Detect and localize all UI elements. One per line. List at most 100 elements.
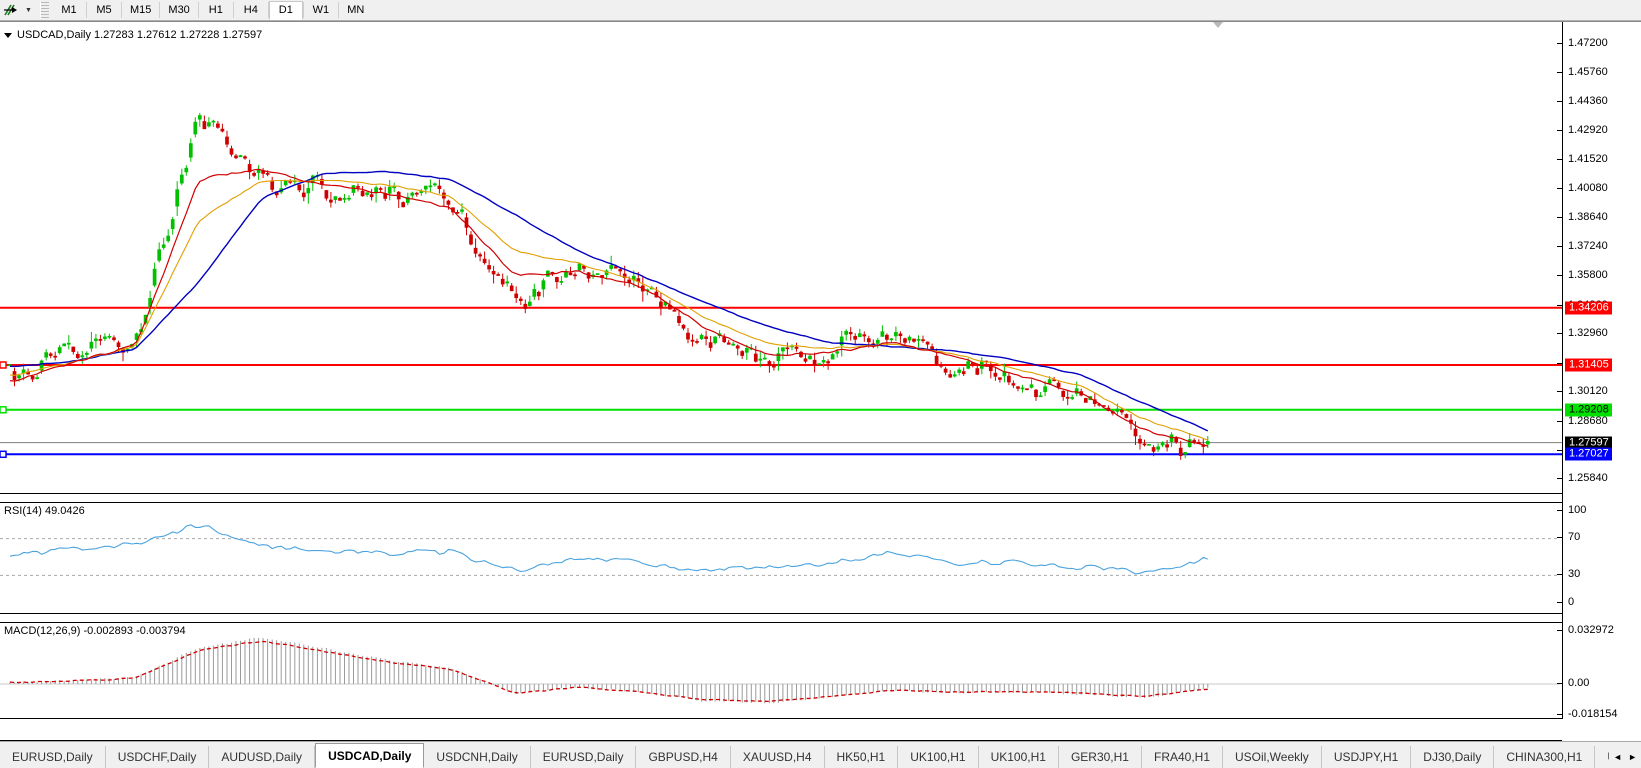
chart-tab-china300h1[interactable]: CHINA300,H1: [1494, 746, 1596, 768]
price-chart-svg: [0, 112, 1562, 460]
price-axis-tick: [1557, 72, 1562, 74]
toolbar-separator: [197, 2, 199, 18]
price-axis-label: 1.38640: [1568, 211, 1608, 224]
rsi-title: RSI(14) 49.0426: [4, 505, 85, 517]
timeframe-button-group: M1 M5 M15 M30 H1 H4 D1 W1 MN: [52, 0, 373, 20]
price-axis-tick: [1557, 217, 1562, 219]
price-axis-tick: [1557, 42, 1562, 44]
chart-header-text: USDCAD,Daily 1.27283 1.27612 1.27228 1.2…: [17, 29, 263, 41]
rsi-axis-label: 0: [1568, 596, 1575, 608]
macd-axis-tick: [1557, 683, 1562, 684]
price-axis-label: 1.47200: [1568, 36, 1608, 49]
chart-tab-usoilweekly[interactable]: USOil,Weekly: [1223, 746, 1322, 768]
macd-pane[interactable]: MACD(12,26,9) -0.002893 -0.003794: [0, 622, 1562, 719]
price-axis-label: 1.35800: [1568, 269, 1608, 282]
chart-tab-fra40h1[interactable]: FRA40,H1: [1141, 746, 1224, 768]
price-axis-label: 1.45760: [1568, 66, 1608, 79]
macd-axis-label: -0.018154: [1568, 708, 1618, 720]
macd-axis-label: 0.032972: [1568, 624, 1614, 636]
chart-tab-audusddaily[interactable]: AUDUSD,Daily: [209, 746, 316, 768]
chart-tab-eurusddaily[interactable]: EURUSD,Daily: [530, 746, 637, 768]
chevron-down-icon[interactable]: ▼: [25, 6, 32, 14]
chart-tab-usdjpyh1[interactable]: USDJPY,H1: [1321, 746, 1412, 768]
price-tag-last-price[interactable]: 1.27597: [1565, 436, 1612, 450]
chart-tab-uk100h1[interactable]: UK100,H1: [978, 746, 1059, 768]
chart-tab-uk100h1[interactable]: UK100,H1: [898, 746, 979, 768]
chart-tab-bar: EURUSD,Daily USDCHF,Daily AUDUSD,Daily USDC…: [0, 741, 1641, 768]
toolbar-separator: [232, 2, 234, 18]
macd-title: MACD(12,26,9) -0.002893 -0.003794: [4, 625, 186, 637]
rsi-axis-tick: [1557, 510, 1562, 511]
price-tag-support-line[interactable]: 1.29208: [1565, 403, 1612, 417]
price-axis-divider: [1562, 22, 1563, 719]
tab-scroll-left-icon[interactable]: ◄: [1613, 752, 1623, 762]
price-axis-label: 1.37240: [1568, 239, 1608, 252]
timeframe-button-mn[interactable]: MN: [347, 4, 365, 16]
toolbar-separator: [121, 2, 122, 18]
price-axis-tick: [1557, 100, 1562, 102]
macd-chart-svg: [0, 637, 1560, 704]
price-axis-tick: [1557, 362, 1562, 364]
rsi-axis-label: 100: [1568, 504, 1587, 516]
chart-tabs-container: EURUSD,Daily USDCHF,Daily AUDUSD,Daily USDC…: [0, 743, 1610, 768]
price-axis-tick: [1557, 304, 1562, 306]
chart-scroll-marker-icon[interactable]: [1213, 22, 1223, 28]
tab-scroll-right-icon[interactable]: ►: [1628, 752, 1637, 762]
toolbar-separator: [267, 2, 269, 18]
toolbar-separator: [159, 2, 161, 18]
rsi-axis-label: 30: [1568, 568, 1581, 580]
toolbar-separator: [86, 2, 87, 18]
rsi-pane[interactable]: RSI(14) 49.0426: [0, 502, 1562, 614]
price-axis-tick: [1557, 391, 1562, 393]
chart-canvas-area[interactable]: USDCAD,Daily 1.27283 1.27612 1.27228 1.2…: [0, 21, 1641, 757]
timeframe-button-m1[interactable]: M1: [61, 4, 77, 16]
price-axis-label: 1.41520: [1568, 152, 1608, 165]
timeframe-toolbar: ▼ M1 M5 M15 M30 H1 H4 D1 W1 MN: [0, 0, 1641, 21]
chart-tab-eurusddaily[interactable]: EURUSD,Daily: [0, 746, 106, 768]
price-axis-tick: [1557, 478, 1562, 480]
chart-tab-ger30h1[interactable]: GER30,H1: [1058, 746, 1142, 768]
macd-axis-tick: [1557, 714, 1562, 715]
price-axis-label: 1.28680: [1568, 414, 1608, 427]
timeframe-button-w1[interactable]: W1: [312, 4, 330, 16]
timeframe-button-m30[interactable]: M30: [168, 4, 190, 16]
timeframe-button-m5[interactable]: M5: [96, 4, 112, 16]
price-axis-tick: [1557, 158, 1562, 160]
macd-axis-tick: [1557, 630, 1562, 631]
chart-tab-usdcaddaily[interactable]: USDCAD,Daily: [315, 743, 425, 768]
price-tag-resistance-line[interactable]: 1.31405: [1565, 358, 1612, 372]
crosshair-pointer-icon[interactable]: [0, 0, 22, 20]
price-tag-target-line[interactable]: 1.27027: [1565, 447, 1612, 461]
chart-tab-usdcnhdaily[interactable]: USDCNH,Daily: [424, 746, 531, 768]
tab-scroll-controls[interactable]: ◄ ►: [1609, 746, 1641, 768]
price-axis-label: 1.25840: [1568, 472, 1608, 485]
price-tag-resistance-line[interactable]: 1.34206: [1565, 301, 1612, 315]
price-axis-label: 1.30120: [1568, 385, 1608, 398]
timeframe-button-h1[interactable]: H1: [208, 4, 223, 16]
timeframe-button-h4[interactable]: H4: [243, 4, 258, 16]
chart-tab-dj30daily[interactable]: DJ30,Daily: [1411, 746, 1495, 768]
timeframe-button-d1[interactable]: D1: [268, 0, 303, 20]
price-axis-label: 1.40080: [1568, 181, 1608, 194]
chart-tab-xauusdh4[interactable]: XAUUSD,H4: [730, 746, 825, 768]
timeframe-button-m15[interactable]: M15: [130, 4, 152, 16]
chart-tab-usoil[interactable]: USOil,: [1595, 746, 1610, 768]
rsi-axis-tick: [1557, 602, 1562, 603]
price-axis-label: 1.42920: [1568, 124, 1608, 136]
chart-tab-hk50h1[interactable]: HK50,H1: [824, 746, 899, 768]
price-pane[interactable]: [0, 28, 1562, 494]
macd-axis-label: 0.00: [1568, 677, 1590, 689]
rsi-axis-tick: [1557, 574, 1562, 575]
chart-symbol-header: USDCAD,Daily 1.27283 1.27612 1.27228 1.2…: [4, 29, 262, 41]
rsi-axis-tick: [1557, 537, 1562, 538]
toolbar-drag-handle[interactable]: [40, 1, 49, 19]
toolbar-separator: [337, 2, 339, 18]
chart-tab-gbpusdh4[interactable]: GBPUSD,H4: [636, 746, 731, 768]
collapse-triangle-icon[interactable]: [4, 32, 12, 38]
price-axis-tick: [1557, 420, 1562, 422]
price-axis-label: 1.44360: [1568, 94, 1608, 107]
rsi-chart-svg: [0, 524, 1560, 576]
chart-tab-usdchfdaily[interactable]: USDCHF,Daily: [105, 746, 210, 768]
price-axis-tick: [1557, 130, 1562, 131]
